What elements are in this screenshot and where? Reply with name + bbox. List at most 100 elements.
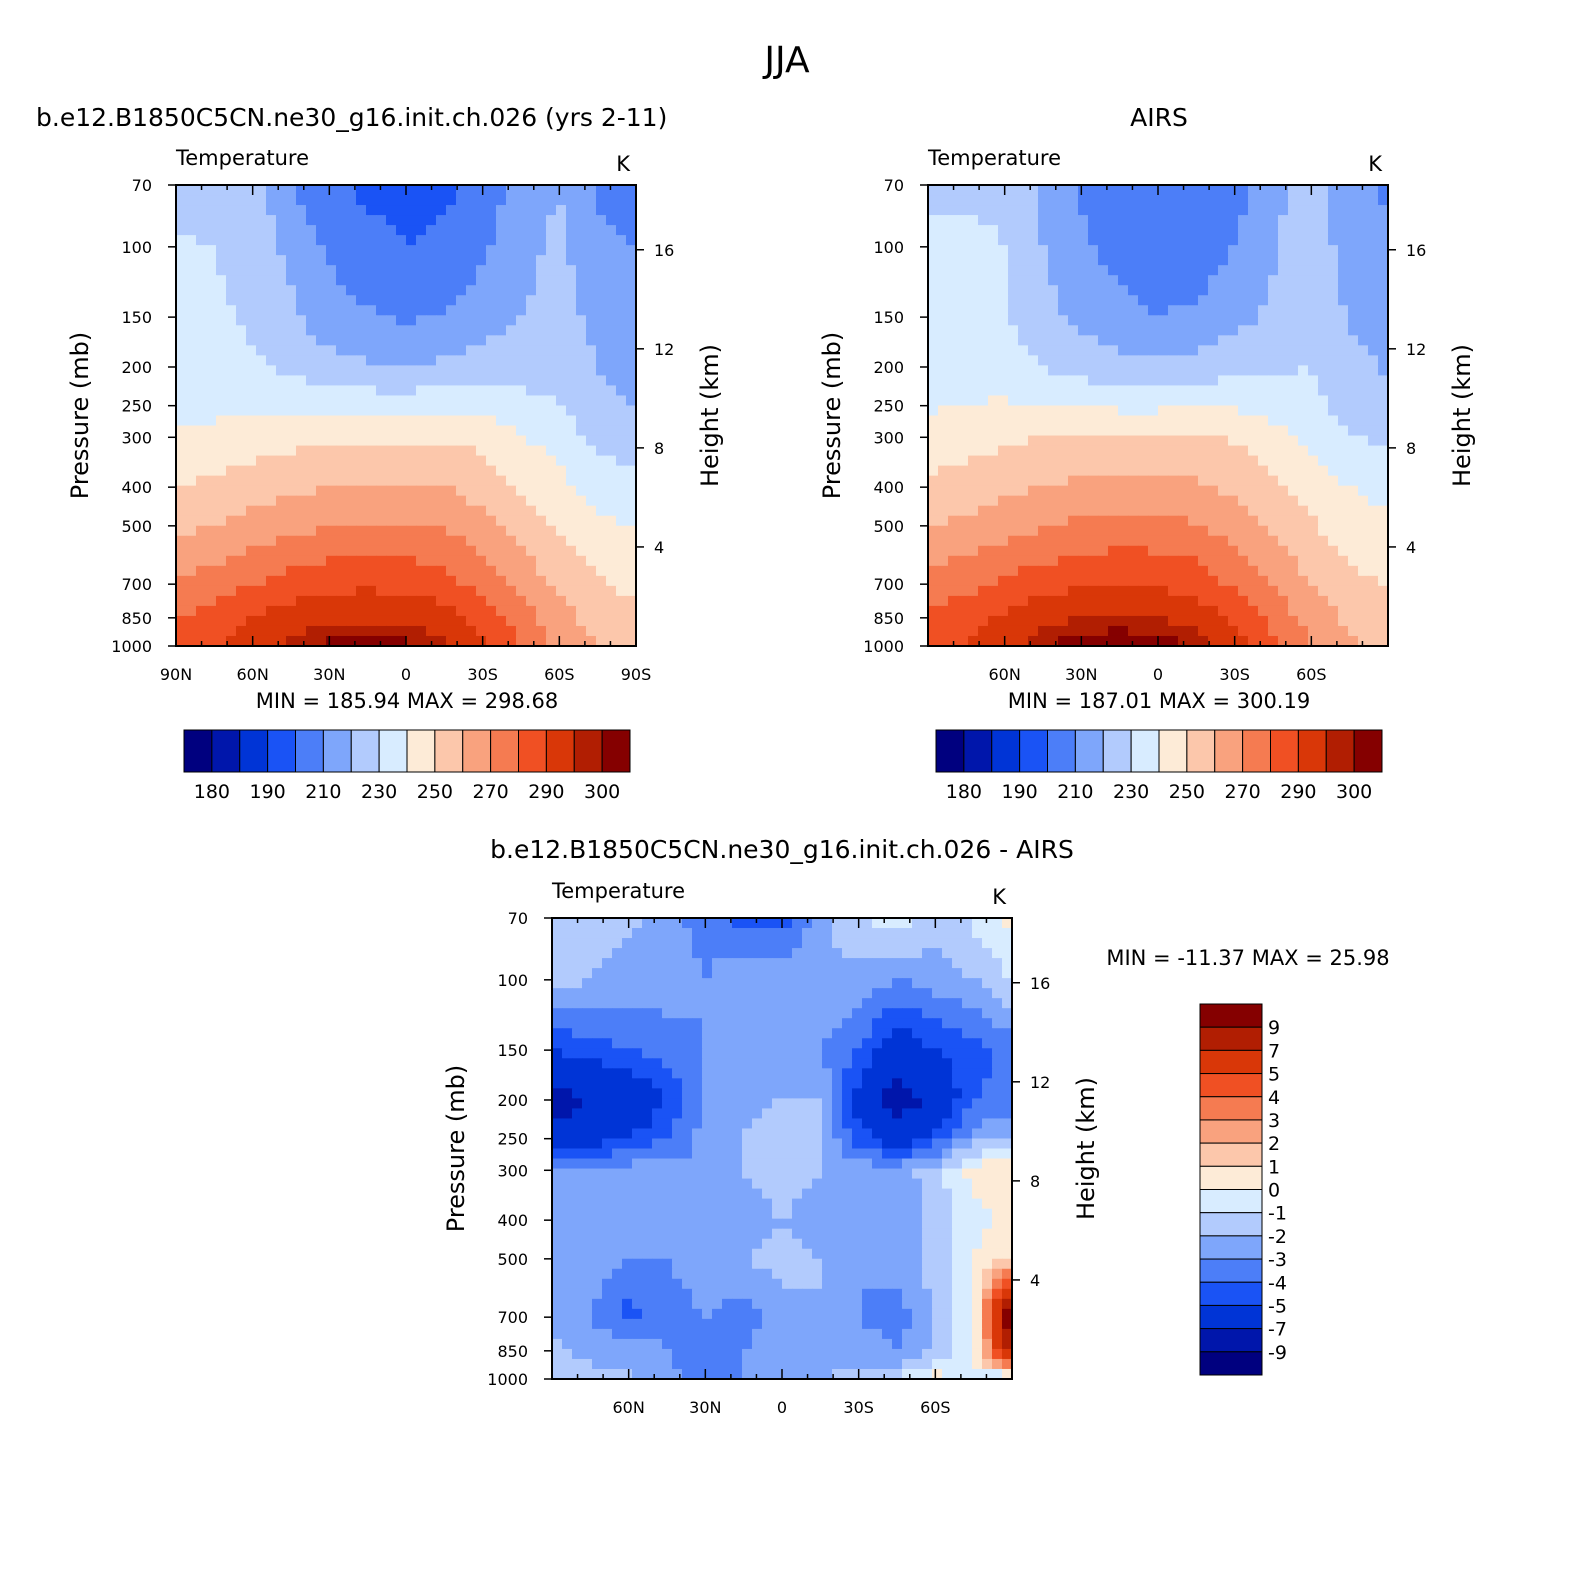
heatmap-cell	[1358, 415, 1369, 427]
heatmap-cell	[526, 325, 537, 336]
heatmap-cell	[316, 565, 327, 577]
heatmap-cell	[396, 605, 407, 617]
heatmap-cell	[1218, 455, 1229, 467]
heatmap-cell	[576, 615, 587, 627]
heatmap-cell	[216, 355, 227, 366]
heatmap-cell	[922, 1008, 933, 1019]
heatmap-cell	[1208, 225, 1219, 236]
heatmap-cell	[1008, 465, 1019, 477]
heatmap-cell	[702, 978, 713, 989]
heatmap-cell	[476, 405, 487, 417]
heatmap-cell	[1298, 545, 1309, 557]
heatmap-cell	[596, 465, 607, 477]
heatmap-cell	[1178, 595, 1189, 607]
heatmap-cell	[1088, 405, 1099, 417]
heatmap-cell	[1028, 465, 1039, 477]
heatmap-cell	[1328, 415, 1339, 427]
heatmap-cell	[1248, 285, 1259, 296]
heatmap-cell	[1258, 245, 1269, 256]
heatmap-cell	[526, 465, 537, 477]
heatmap-cell	[872, 1008, 883, 1019]
colorbar-label: 290	[1280, 781, 1316, 803]
heatmap-cell	[948, 325, 959, 336]
heatmap-cell	[712, 948, 723, 959]
heatmap-cell	[1228, 245, 1239, 256]
heatmap-cell	[376, 615, 387, 627]
heatmap-cell	[948, 555, 959, 567]
heatmap-cell	[576, 335, 587, 346]
heatmap-cell	[1358, 565, 1369, 577]
heatmap-cell	[216, 185, 227, 196]
heatmap-cell	[1318, 575, 1329, 587]
heatmap-cell	[998, 575, 1009, 587]
heatmap-cell	[552, 1008, 563, 1019]
heatmap-cell	[1068, 275, 1079, 286]
heatmap-cell	[1038, 575, 1049, 587]
heatmap-cell	[1288, 575, 1299, 587]
heatmap-cell	[1258, 315, 1269, 326]
heatmap-cell	[1008, 545, 1019, 557]
heatmap-cell	[1068, 505, 1079, 517]
heatmap-cell	[972, 978, 983, 989]
heatmap-cell	[1178, 585, 1189, 597]
heatmap-cell	[336, 265, 347, 276]
heatmap-cell	[1228, 445, 1239, 457]
heatmap-cell	[1038, 495, 1049, 507]
heatmap-cell	[376, 405, 387, 417]
heatmap-cell	[1188, 275, 1199, 286]
heatmap-cell	[276, 335, 287, 346]
heatmap-cell	[1148, 415, 1159, 427]
heatmap-cell	[566, 455, 577, 467]
heatmap-cell	[1238, 435, 1249, 447]
heatmap-cell	[1268, 515, 1279, 527]
heatmap-cell	[962, 1018, 973, 1029]
heatmap-cell	[306, 495, 317, 507]
colorbar-swatch	[239, 729, 269, 773]
heatmap-cell	[576, 405, 587, 417]
heatmap-cell	[446, 365, 457, 377]
colorbar-swatch	[1214, 729, 1244, 773]
heatmap-cell	[928, 575, 939, 587]
heatmap-cell	[1158, 575, 1169, 587]
heatmap-cell	[582, 938, 593, 949]
heatmap-cell	[1328, 505, 1339, 517]
heatmap-cell	[1338, 335, 1349, 346]
heatmap-cell	[1168, 425, 1179, 437]
heatmap-cell	[602, 1028, 613, 1039]
heatmap-cell	[416, 585, 427, 597]
heatmap-cell	[582, 968, 593, 979]
heatmap-cell	[1148, 205, 1159, 216]
heatmap-cell	[968, 305, 979, 316]
heatmap-cell	[486, 375, 497, 387]
heatmap-cell	[216, 465, 227, 477]
heatmap-cell	[1348, 425, 1359, 437]
heatmap-cell	[1318, 285, 1329, 296]
heatmap-cell	[622, 928, 633, 939]
heatmap-cell	[1198, 285, 1209, 296]
heatmap-cell	[1088, 475, 1099, 487]
height-tick-label: 8	[1406, 439, 1416, 458]
heatmap-cell	[1288, 385, 1299, 397]
heatmap-cell	[566, 635, 577, 647]
heatmap-cell	[1288, 375, 1299, 387]
heatmap-cell	[1018, 565, 1029, 577]
heatmap-cell	[1308, 215, 1319, 226]
heatmap-cell	[1078, 365, 1089, 377]
heatmap-cell	[266, 445, 277, 457]
heatmap-cell	[998, 305, 1009, 316]
heatmap-cell	[1248, 425, 1259, 437]
x-tick-label: 30S	[1219, 665, 1250, 684]
heatmap-cell	[772, 1008, 783, 1019]
heatmap-cell	[988, 315, 999, 326]
heatmap-cell	[1228, 595, 1239, 607]
heatmap-cell	[1328, 435, 1339, 447]
heatmap-cell	[276, 495, 287, 507]
heatmap-cell	[1278, 235, 1289, 246]
heatmap-cell	[626, 375, 637, 387]
heatmap-cell	[1048, 405, 1059, 417]
heatmap-cell	[346, 555, 357, 567]
heatmap-cell	[772, 958, 783, 969]
heatmap-cell	[336, 405, 347, 417]
heatmap-cell	[998, 535, 1009, 547]
heatmap-cell	[1378, 555, 1389, 567]
